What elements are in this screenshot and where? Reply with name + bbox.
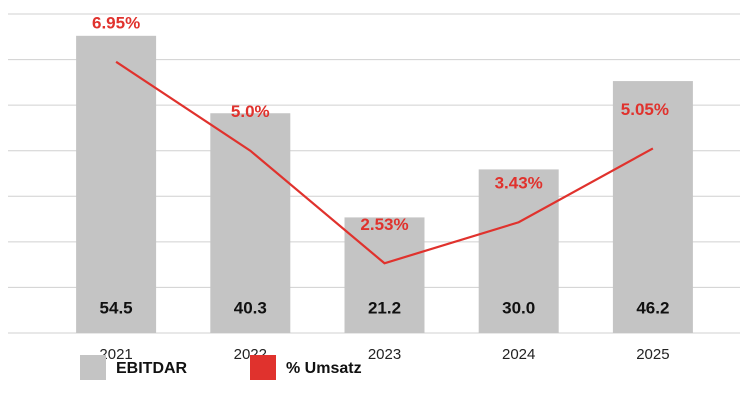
bar (76, 35, 157, 334)
bar-value-label: 46.2 (636, 298, 669, 317)
legend-swatch (80, 355, 106, 380)
line-value-label: 6.95% (92, 13, 140, 32)
bar-value-label: 54.5 (100, 298, 133, 317)
line-value-label: 5.0% (231, 102, 270, 121)
line (115, 60, 654, 265)
bar-value-label: 21.2 (368, 298, 401, 317)
bar (344, 217, 425, 333)
x-tick-label: 2025 (636, 346, 669, 363)
line-value-label: 3.43% (495, 174, 543, 193)
x-tick-label: 2023 (368, 346, 401, 363)
bar (478, 169, 559, 333)
line-value-label: 2.53% (360, 215, 408, 234)
x-tick-label: 2024 (502, 346, 535, 363)
legend-label: % Umsatz (286, 360, 362, 377)
bar-value-label: 30.0 (502, 298, 535, 317)
legend-label: EBITDAR (116, 360, 188, 377)
bar (612, 81, 693, 333)
legend-swatch (250, 355, 276, 380)
line-value-label: 5.05% (621, 100, 669, 119)
bar-value-label: 40.3 (234, 298, 267, 317)
x-tick-label: 2021 (99, 346, 132, 363)
